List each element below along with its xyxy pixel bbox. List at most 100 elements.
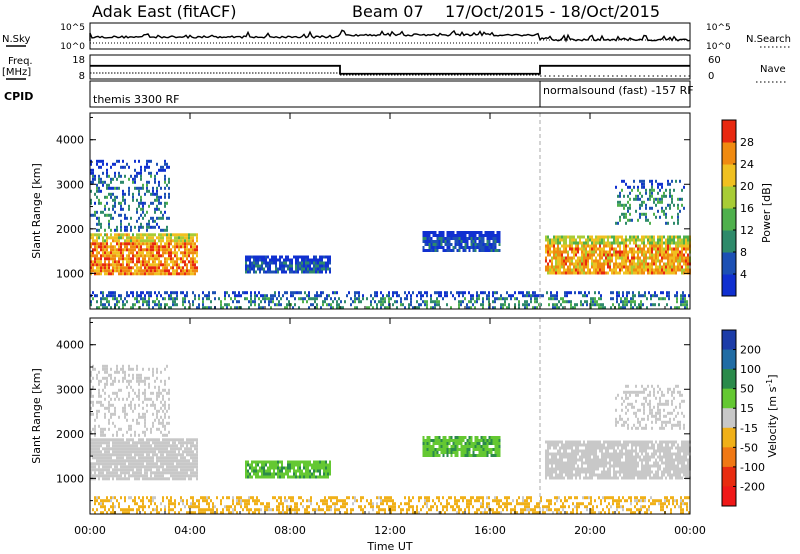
heatmap-cell-82 (144, 300, 146, 304)
heatmap-cell-988 (112, 447, 114, 451)
heatmap-cell-1509 (196, 465, 198, 469)
heatmap-cell-718 (628, 300, 630, 304)
heatmap-cell-2800 (651, 268, 653, 272)
heatmap-cell-1817 (267, 261, 269, 265)
heatmap-cell-720 (630, 300, 632, 304)
heatmap-cell-1730 (144, 394, 146, 398)
heatmap-cell-433 (418, 291, 420, 295)
heatmap-cell-940 (114, 251, 116, 255)
heatmap-cell-533 (470, 502, 472, 506)
heatmap-cell-1686 (132, 418, 134, 422)
heatmap-cell-1918 (307, 270, 309, 274)
heatmap-cell-368 (346, 511, 348, 515)
heatmap-cell-2825 (657, 238, 659, 242)
heatmap-cell-322 (326, 303, 328, 307)
heatmap-cell-1520 (90, 400, 92, 404)
heatmap-cell-2749 (643, 247, 645, 251)
heatmap-cell-498 (448, 496, 450, 500)
heatmap-cell-816 (92, 263, 94, 267)
freq-left-tick-bottom: 8 (79, 71, 85, 82)
heatmap-cell-126 (186, 511, 188, 515)
heatmap-cell-3084 (641, 194, 643, 198)
heatmap-cell-665 (592, 297, 594, 301)
heatmap-cell-2732 (639, 268, 641, 272)
heatmap-cell-964 (118, 251, 120, 255)
heatmap-cell-2771 (647, 250, 649, 254)
heatmap-cell-1457 (96, 162, 98, 166)
heatmap-cell-846 (98, 242, 100, 246)
heatmap-cell-2824 (657, 235, 659, 239)
heatmap-cell-1785 (253, 270, 255, 274)
heatmap-cell-688 (612, 291, 614, 295)
heatmap-cell-573 (524, 294, 526, 298)
heatmap-cell-2489 (595, 247, 597, 251)
heatmap-cell-362 (362, 294, 364, 298)
heatmap-cell-2139 (476, 237, 479, 240)
heatmap-cell-2449 (587, 262, 589, 266)
heatmap-cell-68 (136, 297, 138, 301)
heatmap-cell-1394 (178, 438, 180, 442)
heatmap-cell-2527 (601, 262, 603, 266)
heatmap-cell-174 (214, 505, 216, 509)
heatmap-cell-2768 (647, 238, 649, 242)
heatmap-cell-3181 (681, 188, 683, 192)
heatmap-cell-1558 (120, 174, 122, 178)
heatmap-cell-545 (502, 297, 504, 301)
heatmap-cell-783 (640, 508, 642, 512)
heatmap-cell-759 (626, 499, 628, 503)
heatmap-cell-2914 (671, 262, 673, 266)
heatmap-cell-3167 (673, 188, 675, 192)
heatmap-cell-228 (252, 496, 254, 500)
heatmap-cell-2970 (681, 256, 683, 260)
heatmap-cell-770 (634, 499, 636, 503)
heatmap-cell-36 (114, 291, 116, 295)
heatmap-cell-919 (110, 257, 112, 261)
heatmap-cell-1125 (134, 447, 136, 451)
heatmap-cell-2329 (565, 262, 567, 266)
heatmap-cell-506 (454, 502, 456, 506)
heatmap-cell-1539 (114, 195, 116, 199)
heatmap-cell-207 (238, 502, 240, 506)
heatmap-cell-1592 (108, 403, 110, 407)
heatmap-cell-2796 (651, 256, 653, 260)
heatmap-cell-43 (122, 508, 124, 512)
heatmap-cell-535 (494, 297, 496, 301)
heatmap-cell-893 (96, 453, 98, 457)
heatmap-cell-613 (552, 303, 554, 307)
heatmap-cell-448 (408, 508, 410, 512)
heatmap-cell-1405 (192, 248, 194, 252)
heatmap-cell-313 (308, 511, 310, 515)
heatmap-cell-235 (262, 294, 264, 298)
heatmap-cell-1551 (98, 400, 100, 404)
heatmap-cell-633 (564, 300, 566, 304)
heatmap-cell-3132 (659, 197, 661, 201)
heatmap-cell-1010 (126, 248, 128, 252)
heatmap-cell-2857 (661, 265, 663, 269)
heatmap-cell-1688 (134, 403, 136, 407)
heatmap-cell-1503 (196, 447, 198, 451)
heatmap-cell-1712 (158, 183, 160, 187)
heatmap-cell-95 (160, 508, 162, 512)
heatmap-cell-290 (304, 291, 306, 295)
heatmap-cell-2879 (665, 268, 667, 272)
heatmap-cell-1186 (144, 444, 146, 448)
heatmap-cell-957 (106, 465, 108, 469)
heatmap-cell-1140 (136, 459, 138, 463)
heatmap-cell-1487 (100, 225, 102, 229)
heatmap-cell-1435 (90, 159, 92, 163)
heatmap-cell-2366 (573, 247, 575, 251)
heatmap-cell-751 (618, 505, 620, 509)
heatmap-cell-2176 (488, 237, 491, 240)
heatmap-cell-623 (526, 505, 528, 509)
heatmap-cell-691 (574, 505, 576, 509)
heatmap-cell-804 (658, 499, 660, 503)
heatmap-cell-343 (332, 496, 334, 500)
heatmap-cell-466 (438, 300, 440, 304)
heatmap-cell-2405 (579, 271, 581, 275)
heatmap-cell-382 (360, 508, 362, 512)
heatmap-cell-1450 (186, 465, 188, 469)
heatmap-cell-2328 (565, 259, 567, 263)
heatmap-cell-1488 (192, 471, 194, 475)
heatmap-cell-828 (94, 269, 96, 273)
heatmap-cell-346 (350, 297, 352, 301)
